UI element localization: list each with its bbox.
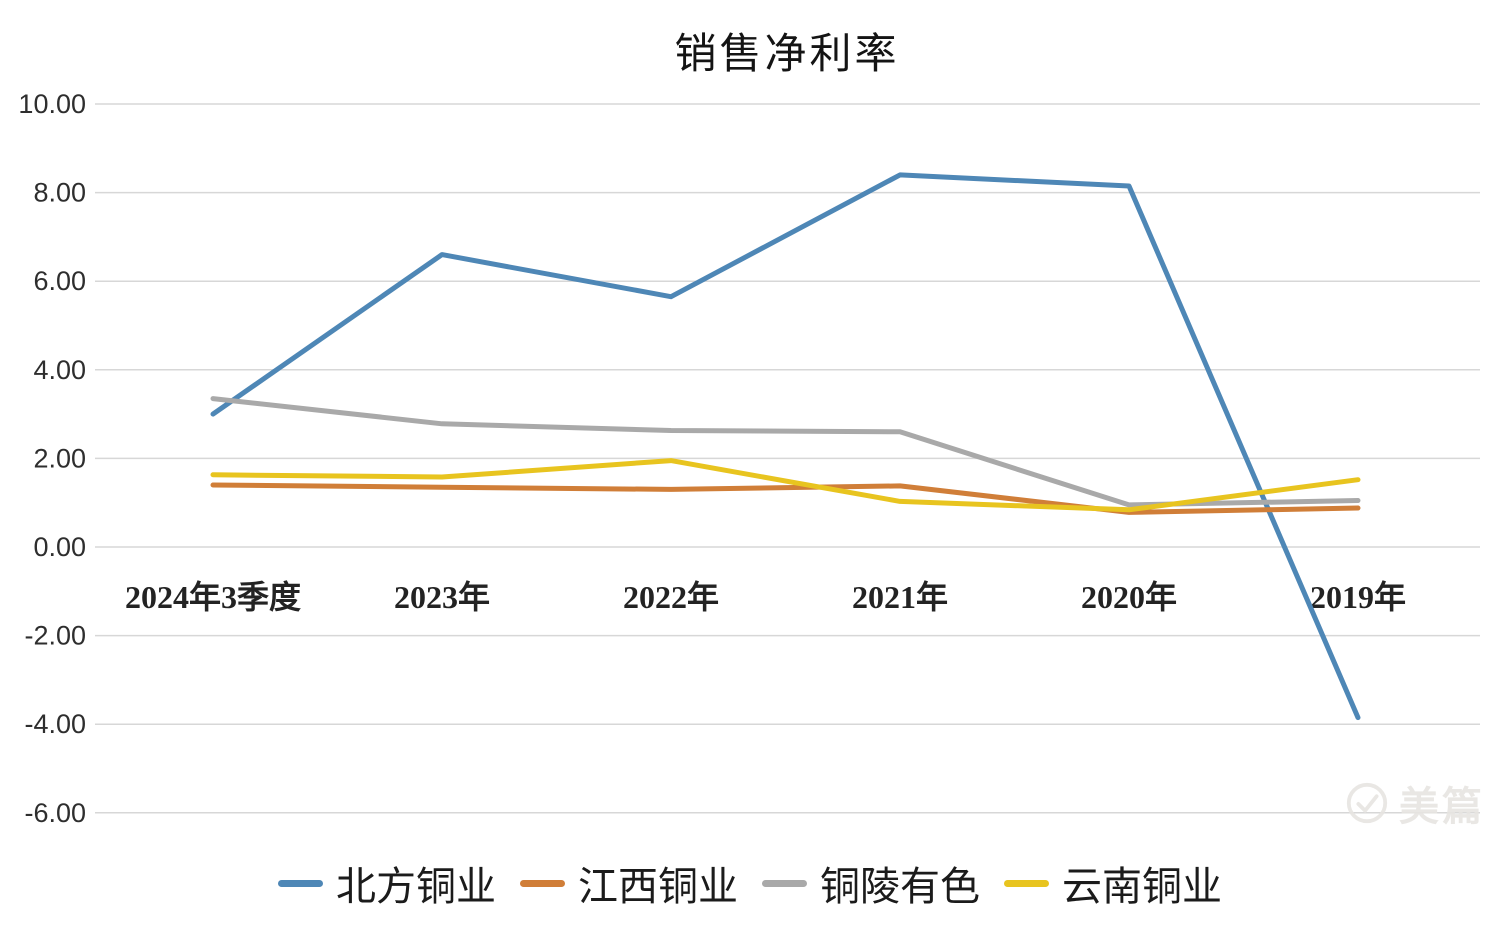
legend-label-jiangxi-tongye: 江西铜业 (578, 864, 738, 909)
y-axis-tick-label: 8.00 (33, 178, 86, 208)
legend-label-yunnan-tongye: 云南铜业 (1062, 864, 1222, 909)
x-axis-category-label: 2019年 (1310, 579, 1406, 615)
x-axis-category-label: 2023年 (394, 579, 490, 615)
legend-dash-tongling-youse (762, 879, 807, 887)
legend-dash-beifang-tongye (278, 879, 323, 887)
y-axis-tick-label: 6.00 (33, 266, 86, 296)
chart-title: 销售净利率 (674, 32, 900, 78)
legend-item-jiangxi-tongye: 江西铜业 (520, 854, 738, 912)
legend-label-beifang-tongye: 北方铜业 (336, 864, 496, 909)
legend-dash-yunnan-tongye (1004, 879, 1049, 887)
y-axis-tick-label: 10.00 (18, 89, 86, 119)
y-axis-tick-label: 4.00 (33, 355, 86, 385)
y-axis-tick-label: -2.00 (24, 621, 86, 651)
chart-legend: 北方铜业 江西铜业 铜陵有色 云南铜业 (0, 854, 1500, 912)
legend-dash-jiangxi-tongye (520, 879, 565, 887)
series-line-jiangxi-tongye (210, 482, 1361, 515)
y-axis-tick-label: 0.00 (33, 532, 86, 562)
x-axis-category-label: 2021年 (852, 579, 948, 615)
legend-item-tongling-youse: 铜陵有色 (762, 854, 980, 912)
y-axis-tick-label: -4.00 (24, 709, 86, 739)
y-axis-tick-label: -6.00 (24, 798, 86, 828)
x-axis-category-label: 2020年 (1081, 579, 1177, 615)
legend-item-beifang-tongye: 北方铜业 (278, 854, 496, 912)
y-axis-tick-label: 2.00 (33, 443, 86, 473)
series-line-yunnan-tongye (210, 458, 1361, 513)
legend-label-tongling-youse: 铜陵有色 (820, 864, 980, 909)
legend-item-yunnan-tongye: 云南铜业 (1004, 854, 1222, 912)
x-axis-category-label: 2022年 (623, 579, 719, 615)
series-line-beifang-tongye (210, 172, 1361, 721)
x-axis-category-label: 2024年3季度 (125, 579, 301, 615)
